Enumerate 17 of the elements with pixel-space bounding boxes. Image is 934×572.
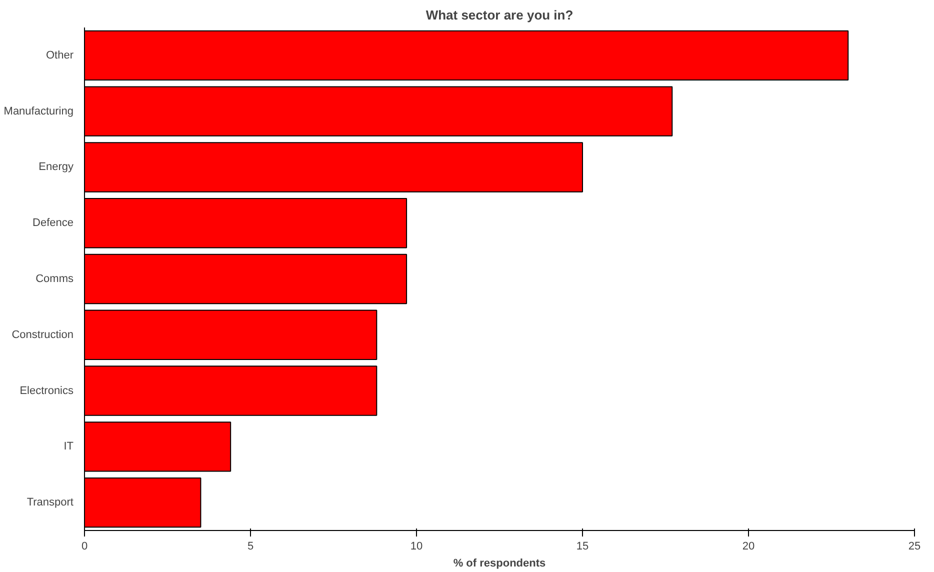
chart-title: What sector are you in? (426, 8, 574, 22)
x-axis-title: % of respondents (453, 558, 546, 570)
y-tick-label: Manufacturing (4, 105, 74, 118)
x-tick-label: 0 (81, 540, 88, 552)
x-tick-label: 5 (247, 540, 254, 552)
x-tick-label: 20 (742, 540, 755, 552)
y-tick-label: Defence (32, 217, 74, 230)
y-tick-label: Electronics (20, 384, 74, 397)
y-tick-label: Comms (36, 273, 74, 285)
y-tick-label: Transport (26, 496, 74, 509)
y-tick-label: Construction (12, 328, 74, 341)
x-tick-label: 10 (410, 540, 423, 552)
x-tick-label: 25 (908, 540, 921, 552)
y-tick-label: Other (46, 49, 74, 62)
y-tick-label: Energy (38, 161, 74, 174)
y-tick-label: IT (64, 440, 74, 453)
x-tick-label: 15 (576, 540, 589, 552)
